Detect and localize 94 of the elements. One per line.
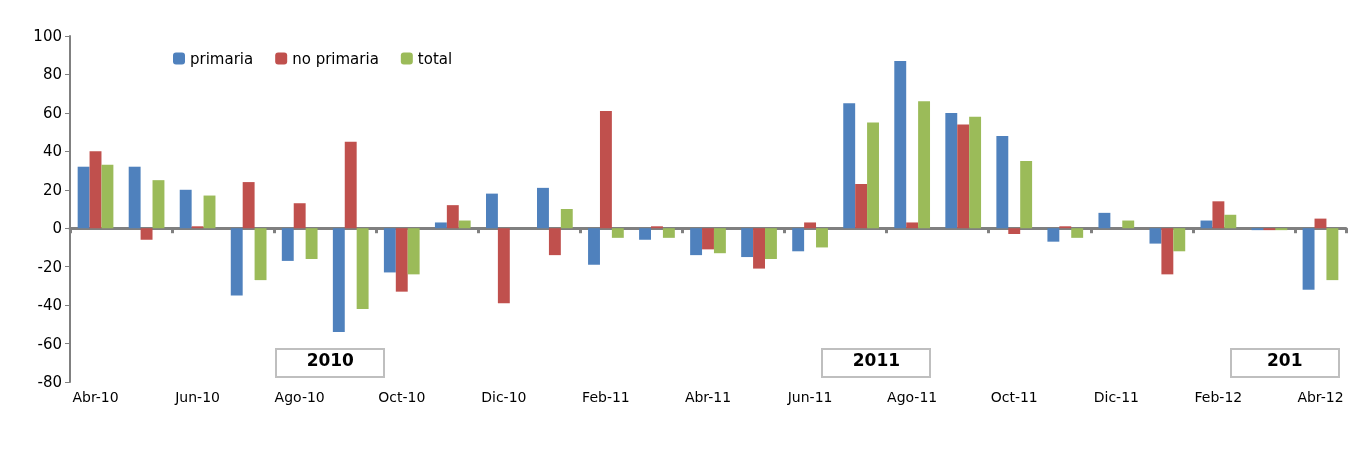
x-tick-label: Feb-11 [582,389,630,405]
x-tick-label: Feb-12 [1194,389,1243,405]
bar [764,228,777,259]
bar [332,228,345,333]
bar [407,228,420,275]
legend-label: primaria [190,49,254,68]
x-tick-label: Ago-10 [274,389,325,405]
x-tick-label: Dic-10 [481,389,527,405]
bar [458,220,471,229]
bar [662,228,675,238]
bar [894,60,907,229]
bar [753,228,765,269]
bar [305,228,318,259]
bar [867,122,879,229]
bar [77,166,90,229]
y-tick-label: -60 [37,334,62,353]
bar [344,141,357,229]
bar [1098,212,1111,229]
y-tick-label: -40 [37,296,62,315]
bar [816,228,828,248]
bar [1008,228,1021,234]
y-tick-label: 100 [33,27,62,45]
bar [599,110,612,229]
y-tick-label: 0 [52,219,62,238]
bar [395,228,408,292]
legend-label: total [417,49,453,68]
y-tick-label: 80 [42,65,62,84]
bar [702,228,714,250]
bar [906,222,919,229]
bar [101,164,114,229]
text-box: 201 [1229,348,1340,378]
y-tick-label: 20 [42,180,62,199]
y-tick-label: 60 [42,103,62,122]
y-tick-label: -20 [37,257,62,276]
text-box: 2010 [275,348,386,378]
bar [560,209,573,229]
x-tick-label: Abr-11 [684,389,732,405]
x-tick-label: Jun-11 [786,389,833,405]
x-tick-label: Abr-10 [72,389,119,405]
bar [1224,214,1237,229]
bar [152,180,165,229]
bar [242,182,255,229]
bar [230,228,243,296]
bar [588,228,600,265]
x-tick-label: Abr-12 [1297,389,1344,405]
bar [89,151,102,229]
legend-label: no primaria [292,49,379,68]
bar [1302,228,1315,290]
bar [140,228,153,240]
x-tick-label: Jun-10 [174,389,220,405]
bar [537,187,549,229]
bar [254,228,267,281]
x-tick-label: Oct-10 [378,389,426,405]
bar [1122,220,1135,229]
bar [1326,228,1339,281]
bar [281,228,294,261]
bar [1071,228,1084,238]
bar [434,222,447,229]
bar [383,228,396,273]
bar [843,103,856,229]
bar [969,116,982,229]
text-box: 2011 [821,348,932,378]
bar [918,101,931,229]
bar [179,189,192,229]
bar [804,222,817,229]
bar [855,184,868,229]
bar [356,228,369,309]
bar [996,135,1009,229]
bar [548,228,561,256]
bar [1020,160,1033,229]
x-tick-label: Ago-11 [887,389,938,405]
x-tick-label: Dic-11 [1093,389,1139,405]
y-tick-label: 40 [42,142,62,161]
bar [446,205,459,229]
y-tick-label: -80 [37,373,62,391]
bar [639,228,652,240]
bar [485,193,498,229]
bar [293,203,306,229]
bar [1149,228,1162,244]
bar [611,228,624,238]
bar [690,228,703,256]
bar [741,228,754,258]
bar [713,228,726,254]
bar [792,228,805,252]
bar [128,166,141,229]
bar [203,195,216,229]
bar [945,112,958,229]
bar [1212,201,1225,229]
bar [497,228,510,304]
bar [957,124,970,229]
bar [1047,228,1060,242]
x-tick-label: Oct-11 [990,389,1038,405]
bar [1161,228,1174,275]
bar [1173,228,1186,252]
